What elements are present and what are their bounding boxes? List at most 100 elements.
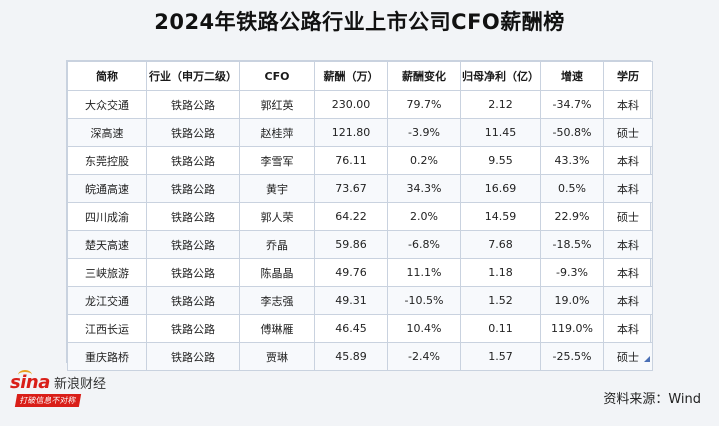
table-cell: 铁路公路 [146, 314, 240, 343]
table-cell: 11.45 [460, 118, 541, 147]
sina-eye-icon [18, 370, 32, 380]
table-cell: 本科 [603, 174, 653, 203]
table-cell: 乔晶 [239, 230, 315, 259]
table-cell: -3.9% [387, 118, 461, 147]
table-row: 大众交通 铁路公路 郭红英 230.00 79.7% 2.12 -34.7% 本科 [67, 90, 653, 119]
column-header: CFO [239, 61, 315, 91]
table-cell: 本科 [603, 258, 653, 287]
table-cell: 铁路公路 [146, 90, 240, 119]
table-cell: 龙江交通 [67, 286, 147, 315]
table-resize-handle[interactable] [644, 356, 650, 362]
table-row: 重庆路桥 铁路公路 贾琳 45.89 -2.4% 1.57 -25.5% 硕士 [67, 342, 653, 371]
sina-finance-logo: sina 新浪财经 打破信息不对称 [10, 370, 120, 412]
table-cell: -18.5% [540, 230, 604, 259]
table-cell: 45.89 [314, 342, 388, 371]
cfo-salary-table: 简称 行业（申万二级） CFO 薪酬（万） 薪酬变化 归母净利（亿） 增速 学历 大众交通 铁路… [67, 61, 653, 371]
table-cell: 1.52 [460, 286, 541, 315]
table-cell: 郭红英 [239, 90, 315, 119]
table-cell: 东莞控股 [67, 146, 147, 175]
table-cell: 0.5% [540, 174, 604, 203]
table-cell: 大众交通 [67, 90, 147, 119]
table-cell: 李志强 [239, 286, 315, 315]
table-cell: 11.1% [387, 258, 461, 287]
table-cell: 黄宇 [239, 174, 315, 203]
table-cell: 1.57 [460, 342, 541, 371]
table-cell: -2.4% [387, 342, 461, 371]
table-cell: 本科 [603, 314, 653, 343]
cfo-salary-table-container: 简称 行业（申万二级） CFO 薪酬（万） 薪酬变化 归母净利（亿） 增速 学历 大众交通 铁路… [66, 60, 653, 371]
table-cell: 16.69 [460, 174, 541, 203]
column-header: 简称 [67, 61, 147, 91]
table-cell: 43.3% [540, 146, 604, 175]
table-cell: -50.8% [540, 118, 604, 147]
table-cell: 121.80 [314, 118, 388, 147]
table-row: 东莞控股 铁路公路 李雪军 76.11 0.2% 9.55 43.3% 本科 [67, 146, 653, 175]
table-row: 四川成渝 铁路公路 郭人荣 64.22 2.0% 14.59 22.9% 硕士 [67, 202, 653, 231]
table-cell: 三峡旅游 [67, 258, 147, 287]
table-cell: 李雪军 [239, 146, 315, 175]
table-cell: 铁路公路 [146, 202, 240, 231]
table-cell: 本科 [603, 146, 653, 175]
column-header: 薪酬（万） [314, 61, 388, 91]
table-cell: 2.0% [387, 202, 461, 231]
table-cell: 本科 [603, 90, 653, 119]
sina-logo-mark: sina [10, 372, 50, 393]
sina-logo-slogan: 打破信息不对称 [14, 394, 82, 407]
column-header: 薪酬变化 [387, 61, 461, 91]
table-cell: 2.12 [460, 90, 541, 119]
table-cell: 7.68 [460, 230, 541, 259]
column-header: 行业（申万二级） [146, 61, 240, 91]
table-cell: 10.4% [387, 314, 461, 343]
page-title: 2024年铁路公路行业上市公司CFO薪酬榜 [154, 10, 565, 34]
table-cell: 铁路公路 [146, 286, 240, 315]
table-body: 大众交通 铁路公路 郭红英 230.00 79.7% 2.12 -34.7% 本科 深高速 铁路公… [67, 90, 653, 371]
table-cell: 四川成渝 [67, 202, 147, 231]
table-cell: 14.59 [460, 202, 541, 231]
table-cell: 铁路公路 [146, 258, 240, 287]
table-cell: 230.00 [314, 90, 388, 119]
table-cell: 本科 [603, 230, 653, 259]
table-cell: 9.55 [460, 146, 541, 175]
table-cell: 49.76 [314, 258, 388, 287]
table-row: 皖通高速 铁路公路 黄宇 73.67 34.3% 16.69 0.5% 本科 [67, 174, 653, 203]
table-cell: 铁路公路 [146, 146, 240, 175]
data-source-note: 资料来源：Wind [603, 392, 701, 407]
table-cell: 江西长运 [67, 314, 147, 343]
table-cell: 0.11 [460, 314, 541, 343]
table-cell: 73.67 [314, 174, 388, 203]
table-cell: 重庆路桥 [67, 342, 147, 371]
table-cell: 49.31 [314, 286, 388, 315]
table-cell: 楚天高速 [67, 230, 147, 259]
table-row: 江西长运 铁路公路 傅琳雁 46.45 10.4% 0.11 119.0% 本科 [67, 314, 653, 343]
table-row: 深高速 铁路公路 赵桂萍 121.80 -3.9% 11.45 -50.8% 硕士 [67, 118, 653, 147]
table-cell: 119.0% [540, 314, 604, 343]
table-cell: 硕士 [603, 118, 653, 147]
table-cell: 0.2% [387, 146, 461, 175]
table-cell: -10.5% [387, 286, 461, 315]
table-cell: 46.45 [314, 314, 388, 343]
table-cell: 傅琳雁 [239, 314, 315, 343]
table-cell: 79.7% [387, 90, 461, 119]
table-cell: 34.3% [387, 174, 461, 203]
table-cell: 郭人荣 [239, 202, 315, 231]
table-cell: 贾琳 [239, 342, 315, 371]
table-cell: 硕士 [603, 202, 653, 231]
table-cell: 陈晶晶 [239, 258, 315, 287]
table-cell: 铁路公路 [146, 174, 240, 203]
table-cell: 深高速 [67, 118, 147, 147]
table-cell: -34.7% [540, 90, 604, 119]
table-cell: 皖通高速 [67, 174, 147, 203]
table-cell: -25.5% [540, 342, 604, 371]
table-cell: 76.11 [314, 146, 388, 175]
table-header-row: 简称 行业（申万二级） CFO 薪酬（万） 薪酬变化 归母净利（亿） 增速 学历 [67, 61, 653, 91]
table-cell: 59.86 [314, 230, 388, 259]
table-cell: 铁路公路 [146, 230, 240, 259]
table-cell: 64.22 [314, 202, 388, 231]
table-cell: 铁路公路 [146, 118, 240, 147]
table-cell: 赵桂萍 [239, 118, 315, 147]
sina-logo-name: 新浪财经 [54, 377, 107, 392]
column-header: 增速 [540, 61, 604, 91]
table-cell: 本科 [603, 286, 653, 315]
table-row: 龙江交通 铁路公路 李志强 49.31 -10.5% 1.52 19.0% 本科 [67, 286, 653, 315]
